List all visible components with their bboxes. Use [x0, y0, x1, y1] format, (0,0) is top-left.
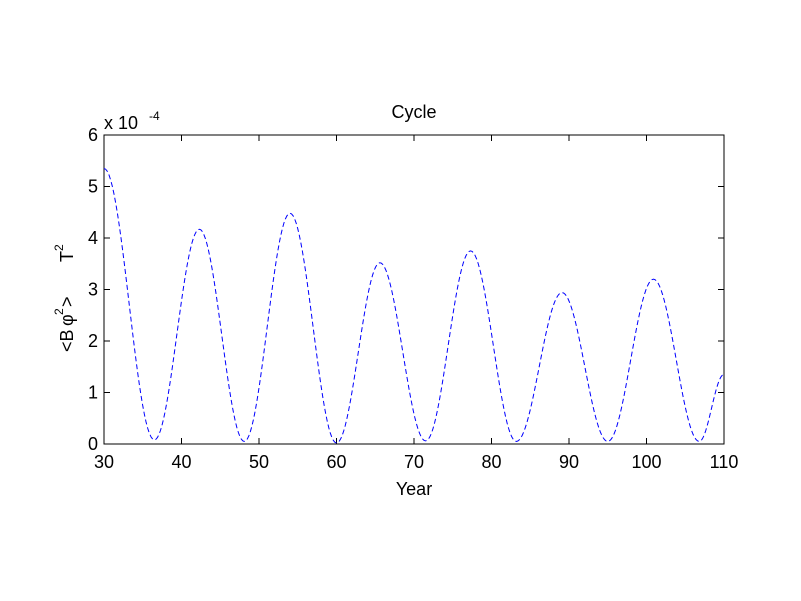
x-tick-label: 50 — [249, 452, 269, 472]
x-tick-label: 70 — [404, 452, 424, 472]
x-tick-label: 80 — [481, 452, 501, 472]
y-tick-label: 4 — [88, 228, 98, 248]
x-tick-label: 100 — [631, 452, 661, 472]
y-label-unit-power: 2 — [52, 244, 66, 251]
x-tick-label: 110 — [710, 452, 739, 472]
plot-area — [103, 134, 725, 445]
y-tick-label: 3 — [88, 280, 98, 300]
x-tick-label: 40 — [171, 452, 191, 472]
y-multiplier-exponent: -4 — [149, 109, 160, 123]
chart-title: Cycle — [391, 102, 436, 122]
y-label-symbol: φ — [57, 314, 77, 326]
y-tick-label: 6 — [88, 125, 98, 145]
y-multiplier-base: x 10 — [104, 113, 138, 133]
y-tick-label: 0 — [88, 434, 98, 454]
y-tick-label: 5 — [88, 177, 98, 197]
y-tick-labels: 0 1 2 3 4 5 6 — [88, 125, 98, 454]
x-tick-label: 30 — [94, 452, 114, 472]
x-tick-labels: 30 40 50 60 70 80 90 100 110 — [94, 452, 738, 472]
x-axis-label: Year — [396, 479, 432, 499]
y-label-suffix: > — [57, 296, 77, 307]
x-tick-label: 90 — [559, 452, 579, 472]
y-label-prefix: <B — [57, 329, 77, 352]
y-tick-label: 2 — [88, 331, 98, 351]
y-axis-label: <B φ 2 > T 2 — [52, 244, 77, 352]
y-label-power: 2 — [52, 308, 66, 315]
x-tick-label: 60 — [326, 452, 346, 472]
series-line — [103, 168, 725, 444]
y-multiplier: x 10 -4 — [104, 109, 160, 133]
y-tick-label: 1 — [88, 383, 98, 403]
y-label-unit: T — [57, 251, 77, 262]
